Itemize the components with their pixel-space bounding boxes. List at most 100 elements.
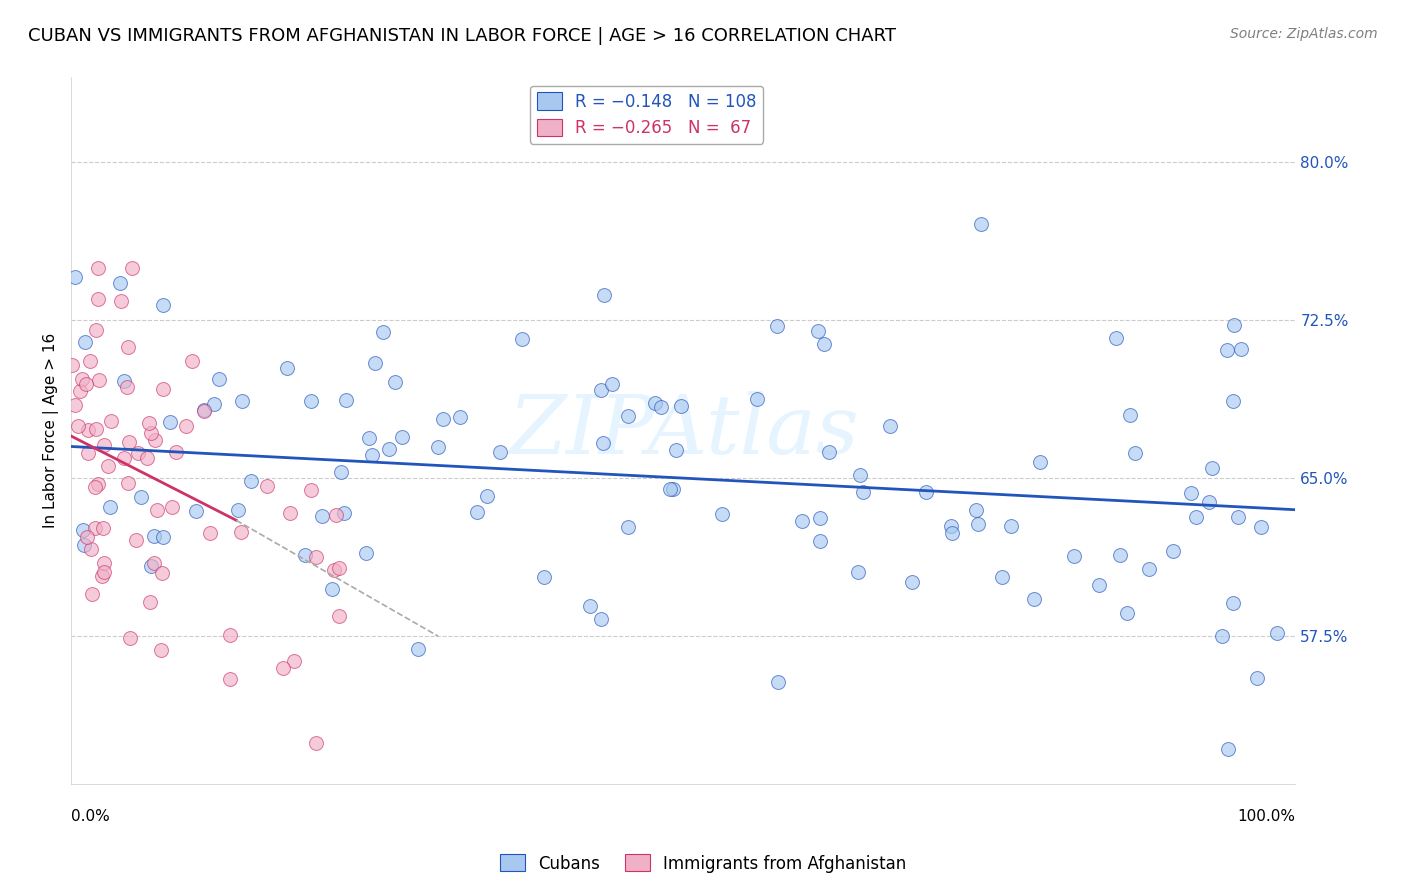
Point xyxy=(1215,343,1237,357)
Point xyxy=(384,375,406,389)
Point xyxy=(271,661,294,675)
Point xyxy=(87,261,110,276)
Point xyxy=(207,372,229,386)
Point xyxy=(77,423,100,437)
Point xyxy=(226,502,249,516)
Point xyxy=(1115,607,1137,621)
Point xyxy=(589,383,612,397)
Point xyxy=(1024,592,1046,607)
Point xyxy=(1119,408,1142,422)
Point xyxy=(121,261,143,276)
Point xyxy=(765,319,787,334)
Point xyxy=(1250,519,1272,533)
Point xyxy=(1201,460,1223,475)
Point xyxy=(193,403,215,417)
Point xyxy=(77,445,100,459)
Point xyxy=(79,354,101,368)
Point xyxy=(138,416,160,430)
Point xyxy=(1211,629,1233,643)
Point xyxy=(62,358,84,372)
Point xyxy=(80,542,103,557)
Point xyxy=(112,451,135,466)
Point xyxy=(579,599,602,613)
Point xyxy=(333,507,356,521)
Point xyxy=(139,425,162,440)
Point xyxy=(127,446,149,460)
Point xyxy=(1198,495,1220,509)
Point xyxy=(112,374,135,388)
Point xyxy=(70,372,93,386)
Point xyxy=(117,340,139,354)
Point xyxy=(1063,549,1085,563)
Point xyxy=(72,523,94,537)
Point xyxy=(174,419,197,434)
Point xyxy=(299,393,322,408)
Point xyxy=(1222,394,1244,409)
Point xyxy=(143,529,166,543)
Point xyxy=(76,530,98,544)
Point xyxy=(371,326,394,340)
Point xyxy=(219,627,242,641)
Point xyxy=(427,441,450,455)
Point xyxy=(165,445,187,459)
Point xyxy=(1246,671,1268,685)
Point xyxy=(65,270,87,285)
Point xyxy=(299,483,322,498)
Point xyxy=(915,485,938,500)
Point xyxy=(97,459,120,474)
Point xyxy=(150,566,173,581)
Point xyxy=(1229,342,1251,356)
Point xyxy=(84,422,107,436)
Point xyxy=(593,288,616,302)
Point xyxy=(1180,486,1202,500)
Point xyxy=(83,520,105,534)
Point xyxy=(118,435,141,450)
Point xyxy=(449,410,471,425)
Point xyxy=(852,485,875,500)
Point xyxy=(143,433,166,447)
Point xyxy=(84,323,107,337)
Point xyxy=(1000,518,1022,533)
Point xyxy=(146,503,169,517)
Point xyxy=(89,373,111,387)
Point xyxy=(98,500,121,514)
Point xyxy=(1185,510,1208,524)
Point xyxy=(970,217,993,231)
Point xyxy=(152,530,174,544)
Point xyxy=(849,468,872,483)
Point xyxy=(807,324,830,338)
Point xyxy=(1161,544,1184,558)
Point xyxy=(533,570,555,584)
Point xyxy=(1227,510,1250,524)
Point xyxy=(1109,549,1132,563)
Point xyxy=(967,516,990,531)
Point xyxy=(616,409,638,423)
Point xyxy=(328,608,350,623)
Point xyxy=(294,548,316,562)
Point xyxy=(322,564,344,578)
Point xyxy=(276,360,298,375)
Point xyxy=(229,525,252,540)
Point xyxy=(117,476,139,491)
Point xyxy=(135,451,157,466)
Point xyxy=(73,335,96,350)
Point xyxy=(93,566,115,580)
Point xyxy=(63,398,86,412)
Point xyxy=(510,332,533,346)
Point xyxy=(152,382,174,396)
Point xyxy=(202,397,225,411)
Point xyxy=(1223,318,1246,333)
Point xyxy=(941,525,963,540)
Point xyxy=(808,534,831,549)
Point xyxy=(644,396,666,410)
Point xyxy=(110,276,132,290)
Point xyxy=(87,477,110,491)
Point xyxy=(378,442,401,457)
Point xyxy=(747,392,769,406)
Point xyxy=(159,416,181,430)
Point xyxy=(1087,578,1109,592)
Point xyxy=(256,479,278,493)
Point xyxy=(93,556,115,570)
Text: CUBAN VS IMMIGRANTS FROM AFGHANISTAN IN LABOR FORCE | AGE > 16 CORRELATION CHART: CUBAN VS IMMIGRANTS FROM AFGHANISTAN IN … xyxy=(28,27,896,45)
Point xyxy=(325,508,347,522)
